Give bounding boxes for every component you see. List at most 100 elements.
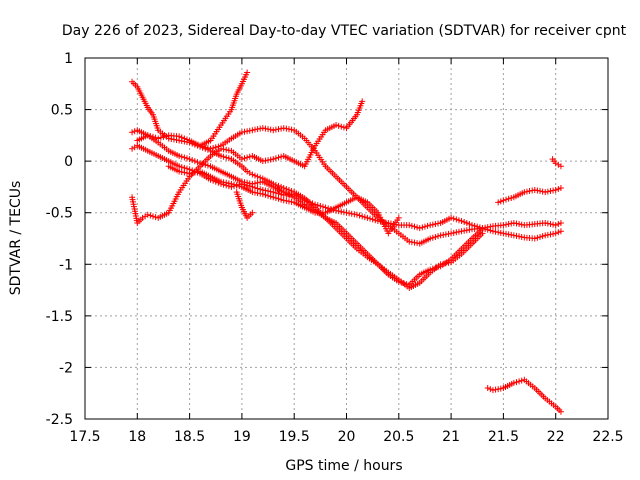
data-point [550,230,557,237]
data-point [466,226,473,233]
data-point [479,225,486,232]
y-tick-label: -1.5 [46,309,73,325]
data-point [503,196,510,203]
data-point [555,185,562,192]
data-point [516,378,523,385]
x-tick-label: 19 [233,429,251,445]
data-point [335,208,342,215]
data-point [461,218,468,225]
data-point [272,155,279,162]
data-point [542,220,549,227]
plot-frame [84,57,609,420]
data-point [492,386,499,393]
data-point [267,193,274,200]
data-point [204,162,211,169]
data-point [484,385,491,392]
data-point [516,233,523,240]
y-axis-label: SDTVAR / TECUs [8,181,24,296]
data-point [427,266,434,273]
data-point [272,189,279,196]
x-tick-labels: 17.5 18 18.5 19 19.5 20 20.5 21 21.5 22 22.5 [69,429,623,445]
data-point [542,232,549,239]
data-point [343,209,350,216]
data-point [432,264,439,271]
data-point [406,238,413,245]
y-tick-label: 1 [64,51,73,67]
data-point [505,231,512,238]
data-point [178,134,185,141]
data-point [259,125,266,132]
data-point [429,221,436,228]
data-point [259,158,266,165]
data-point [489,228,496,235]
data-point [539,188,546,195]
data-point [309,200,316,207]
data-point [202,144,209,151]
data-point [194,168,201,175]
data-point [262,191,269,198]
data-point [257,179,264,186]
data-marks [129,69,564,415]
data-point [534,234,541,241]
data-point [547,188,554,195]
data-point [186,170,193,177]
data-point [500,222,507,229]
data-point [406,222,413,229]
data-point [204,144,211,151]
data-point [359,213,366,220]
data-point [249,189,256,196]
data-point [181,154,188,161]
data-point [223,154,230,161]
data-point [529,187,536,194]
data-point [552,222,559,229]
data-point [149,133,156,140]
data-point [455,217,462,224]
data-point [557,228,564,235]
data-point [254,173,261,180]
data-point [531,187,538,194]
data-point [552,230,559,237]
data-point [178,168,185,175]
data-point [523,188,530,195]
data-point [223,146,230,153]
data-point [225,155,232,162]
data-point [450,229,457,236]
series-track-g [197,69,251,149]
data-point [495,229,502,236]
data-point [265,126,272,133]
data-point [244,182,251,189]
data-point [265,192,272,199]
data-point [244,128,251,135]
data-point [508,231,515,238]
data-point [338,208,345,215]
data-point [312,201,319,208]
data-point [463,227,470,234]
data-point [429,265,436,272]
data-point [497,198,504,205]
data-point [416,225,423,232]
chart-title: Day 226 of 2023, Sidereal Day-to-day VTE… [62,23,627,39]
series-track-f [165,163,402,237]
data-point [189,157,196,164]
data-point [225,180,232,187]
data-point [207,145,214,152]
data-point [435,264,442,271]
data-point [246,183,253,190]
y-tick-label: 0.5 [51,103,73,119]
data-point [351,211,358,218]
data-point [539,233,546,240]
data-point [246,127,253,134]
data-point [463,220,470,227]
data-point [557,184,564,191]
data-point [526,188,533,195]
data-point [484,226,491,233]
data-point [432,233,439,240]
data-point [183,155,190,162]
data-point [176,163,183,170]
data-point [280,125,287,132]
y-tick-label: -1 [59,257,73,273]
data-point [500,197,507,204]
data-point [241,128,248,135]
data-point [254,126,261,133]
